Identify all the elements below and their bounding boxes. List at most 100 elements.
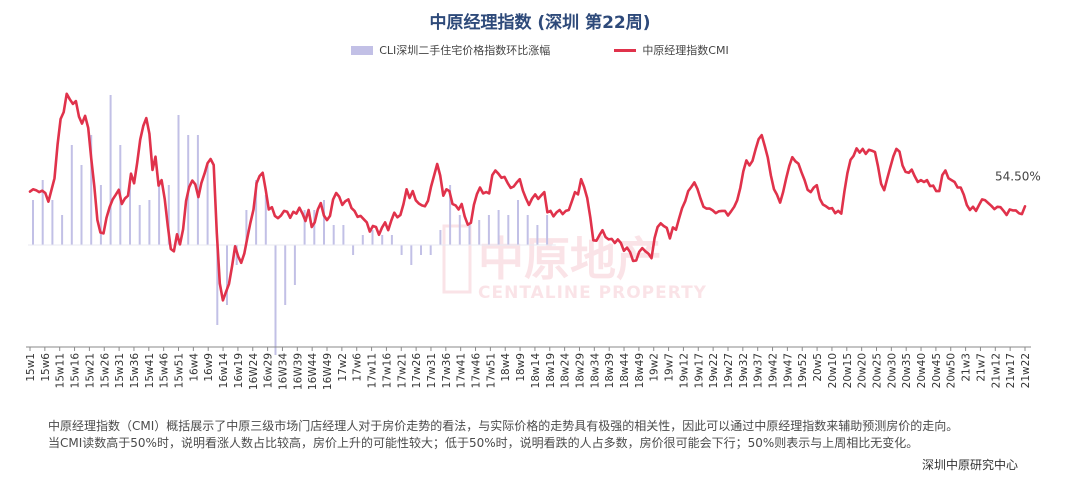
x-tick-label: 16w9 xyxy=(203,353,215,382)
cli-bar xyxy=(526,215,529,245)
legend-bar-label: CLI深圳二手住宅价格指数环比涨幅 xyxy=(379,44,551,57)
x-tick-label: 19w42 xyxy=(768,353,780,388)
x-tick-labels: 15w1 15w6 15w11 15w16 15w21 15w26 15w31 15w36 15… xyxy=(25,347,1032,390)
x-tick-label: 15w1 xyxy=(25,353,37,382)
x-tick-label: 20w35 xyxy=(901,353,913,388)
cli-bar xyxy=(303,210,306,245)
cli-bar xyxy=(478,220,481,245)
x-tick-label: 15w31 xyxy=(114,353,126,388)
cli-bar xyxy=(177,115,180,245)
x-tick-label: 16W34 xyxy=(278,353,290,390)
x-tick-label: 20w30 xyxy=(886,353,898,388)
x-tick-label: 18w19 xyxy=(545,353,557,388)
cli-bar xyxy=(32,200,34,245)
cli-bar xyxy=(313,210,316,245)
watermark: 中原地产 CENTALINE PROPERTY xyxy=(442,224,707,303)
cli-bar xyxy=(546,215,549,245)
cli-bar xyxy=(361,235,364,245)
cli-bar xyxy=(429,245,432,255)
x-tick-label: 15w36 xyxy=(129,353,141,389)
x-tick-label: 20w10 xyxy=(827,353,839,388)
cli-bar xyxy=(284,245,287,305)
cli-bar xyxy=(293,245,296,285)
cli-bar xyxy=(216,245,219,325)
source-label: 深圳中原研究中心 xyxy=(921,458,1018,472)
x-tick-label: 16W44 xyxy=(307,353,319,390)
x-tick-label: 15w26 xyxy=(99,353,111,389)
x-tick-label: 15w41 xyxy=(144,353,156,388)
x-tick-label: 18w29 xyxy=(575,353,587,388)
x-tick-label: 16W49 xyxy=(322,353,334,390)
x-tick-label: 17w46 xyxy=(471,353,483,389)
x-tick-label: 18w14 xyxy=(530,353,542,389)
x-tick-label: 15w16 xyxy=(70,353,82,389)
legend-line-label: 中原经理指数CMI xyxy=(642,44,729,57)
chart-title: 中原经理指数 (深圳 第22周) xyxy=(429,13,651,33)
x-tick-label: 18w44 xyxy=(619,353,631,389)
x-tick-label: 18w34 xyxy=(589,353,601,389)
cli-bar xyxy=(439,230,442,245)
x-tick-label: 19w32 xyxy=(738,353,750,388)
cli-bar xyxy=(158,180,161,245)
cli-bar xyxy=(99,185,102,245)
legend-item-cli: CLI深圳二手住宅价格指数环比涨幅 xyxy=(351,42,550,58)
cli-bar xyxy=(352,245,355,255)
x-tick-label: 20w5 xyxy=(812,353,824,382)
x-tick-label: 15w51 xyxy=(174,353,186,388)
footnote-line-1: 中原经理指数（CMI）概括展示了中原三级市场门店经理人对于房价走势的看法，与实际… xyxy=(48,419,959,433)
footnote-line-2: 当CMI读数高于50%时，说明看涨人数占比较高，房价上升的可能性较大；低于50%… xyxy=(48,436,919,450)
x-tick-label: 18w39 xyxy=(604,353,616,388)
cli-bar xyxy=(109,95,112,245)
x-tick-label: 20w50 xyxy=(946,353,958,388)
x-tick-label: 21w12 xyxy=(990,353,1002,388)
x-tick-label: 20w40 xyxy=(916,353,928,388)
cli-bar xyxy=(517,200,519,245)
x-tick-label: 17w6 xyxy=(352,353,364,382)
cli-bar xyxy=(51,200,54,245)
x-tick-label: 19w27 xyxy=(723,353,735,388)
x-tick-label: 17w31 xyxy=(426,353,438,388)
x-tick-label: 20w45 xyxy=(931,353,943,388)
x-tick-label: 19w17 xyxy=(693,353,705,388)
x-tick-label: 17w51 xyxy=(485,353,497,388)
cli-bar xyxy=(536,225,539,245)
x-tick-label: 16W24 xyxy=(248,353,260,390)
x-tick-label: 16w29 xyxy=(263,353,275,388)
x-tick-label: 19w7 xyxy=(664,353,676,382)
legend-line-swatch xyxy=(614,48,637,52)
cli-bar xyxy=(80,165,83,245)
x-tick-label: 19w12 xyxy=(678,353,690,388)
x-tick-label: 20w15 xyxy=(842,353,854,388)
x-tick-label: 17w16 xyxy=(381,353,393,389)
x-tick-label: 15w21 xyxy=(84,353,96,388)
watermark-en: CENTALINE PROPERTY xyxy=(478,283,707,303)
x-tick-label: 19w2 xyxy=(649,353,661,382)
x-tick-label: 16w19 xyxy=(233,353,245,388)
x-tick-label: 19w37 xyxy=(753,353,765,388)
cli-bar xyxy=(332,225,335,245)
x-tick-label: 17w36 xyxy=(441,353,453,389)
chart-legend: CLI深圳二手住宅价格指数环比涨幅 中原经理指数CMI xyxy=(0,42,1080,58)
x-tick-label: 16w4 xyxy=(188,353,200,382)
cli-bar xyxy=(255,180,258,245)
cli-bar xyxy=(400,245,403,255)
x-tick-label: 21w22 xyxy=(1020,353,1032,388)
x-tick-label: 16w14 xyxy=(218,353,230,389)
cli-bar xyxy=(41,180,44,245)
cli-bar xyxy=(410,245,413,265)
x-tick-label: 18w49 xyxy=(634,353,646,388)
cli-bar xyxy=(226,245,228,305)
cli-bar xyxy=(167,185,170,245)
x-tick-label: 17w21 xyxy=(396,353,408,388)
cli-bar xyxy=(206,165,209,245)
x-tick-label: 20w25 xyxy=(872,353,884,388)
x-tick-label: 17w41 xyxy=(456,353,468,388)
x-tick-label: 17w11 xyxy=(367,353,379,388)
x-tick-label: 18w4 xyxy=(500,353,512,382)
cli-bar xyxy=(487,215,490,245)
x-tick-label: 19w52 xyxy=(797,353,809,388)
x-tick-label: 15w46 xyxy=(159,353,171,389)
cli-bar xyxy=(138,205,141,245)
cli-bar xyxy=(129,185,131,245)
cli-bar xyxy=(148,200,151,245)
